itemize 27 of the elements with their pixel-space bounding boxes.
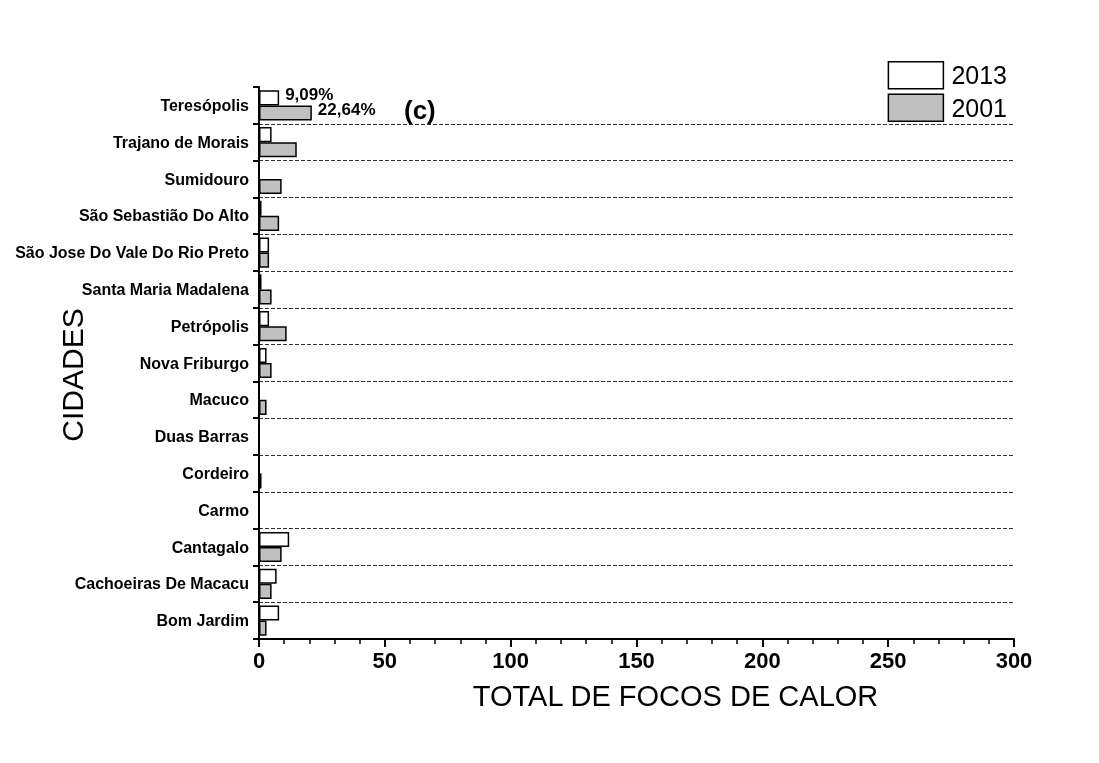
y-tick-label: Santa Maria Madalena [81, 280, 250, 298]
x-tick-label: 100 [492, 647, 530, 673]
y-tick-label: São Sebastião Do Alto [78, 207, 250, 225]
y-tick-label: Duas Barras [154, 428, 250, 446]
y-tick-label: Petrópolis [170, 317, 250, 335]
y-tick-label: Sumidouro [164, 170, 250, 188]
y-tick-label: Trajano de Morais [112, 133, 250, 151]
annotation: (c) [404, 95, 436, 125]
y-tick-label: Cachoeiras De Macacu [74, 575, 249, 593]
x-tick-label: 250 [869, 647, 907, 673]
y-tick-label: Cantagalo [171, 538, 250, 556]
x-tick-label: 300 [995, 647, 1033, 673]
x-tick-label: 150 [618, 647, 655, 673]
y-tick-label: Carmo [198, 501, 250, 519]
y-axis-title: CIDADES [55, 308, 89, 442]
x-axis-title: TOTAL DE FOCOS DE CALOR [472, 679, 879, 712]
y-tick-label: Nova Friburgo [139, 354, 250, 372]
legend-label: 2001 [951, 93, 1008, 122]
x-tick-label: 200 [743, 647, 781, 673]
legend-label: 2013 [951, 61, 1008, 90]
y-tick-label: Teresópolis [160, 96, 250, 114]
y-tick-label: Macuco [189, 391, 250, 409]
y-tick-label: São Jose Do Vale Do Rio Preto [15, 244, 250, 262]
x-tick-label: 50 [372, 647, 398, 673]
y-tick-label: Bom Jardim [156, 612, 249, 630]
y-tick-label: Cordeiro [182, 464, 250, 482]
x-tick-label: 0 [252, 647, 266, 673]
